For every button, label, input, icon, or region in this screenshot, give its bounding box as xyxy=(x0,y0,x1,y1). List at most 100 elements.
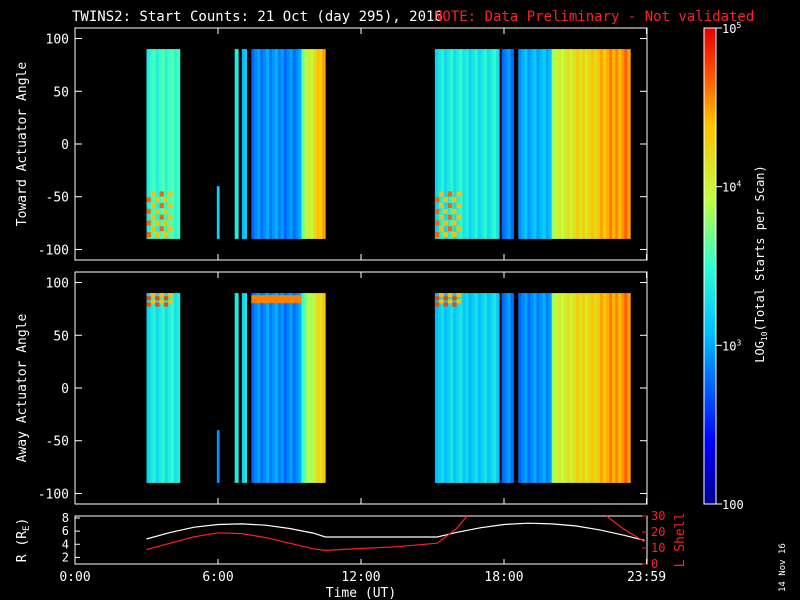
away-heatmap xyxy=(146,293,631,483)
away-pixel-column xyxy=(471,293,476,483)
lshell-series-line xyxy=(146,515,468,552)
away-pixel-column xyxy=(170,293,175,483)
toward-pixel-column xyxy=(627,49,631,239)
away-pixel-column xyxy=(566,293,571,483)
toward-y-tick-label: 0 xyxy=(61,138,69,153)
toward-pixel-column xyxy=(530,49,534,239)
toward-pixel-column xyxy=(456,49,460,239)
x-tick-label: 12:00 xyxy=(341,570,380,585)
toward-hot-pixel xyxy=(155,197,160,203)
generation-stamp: 14 Nov 16 xyxy=(778,543,788,592)
toward-pixel-column xyxy=(437,49,442,239)
away-pixel-column xyxy=(578,293,583,483)
away-pixel-column xyxy=(584,293,589,483)
toward-pixel-column xyxy=(474,49,479,239)
lshell-y-tick-label: 0 xyxy=(651,557,658,571)
toward-segment xyxy=(551,49,631,239)
toward-pixel-column xyxy=(277,49,282,239)
radius-label-main: R (R xyxy=(15,531,30,562)
away-pixel-column xyxy=(594,293,598,483)
away-pixel-column xyxy=(176,293,181,483)
away-pixel-column xyxy=(289,293,293,483)
away-segment xyxy=(216,430,220,483)
orbit-panel-frame xyxy=(74,515,648,565)
toward-segment xyxy=(251,49,302,239)
toward-pixel-column xyxy=(241,49,245,239)
away-pixel-column xyxy=(554,293,559,483)
toward-y-label: Toward Actuator Angle xyxy=(15,62,30,227)
away-pixel-column xyxy=(456,293,460,483)
away-pixel-column xyxy=(507,293,511,483)
away-panel: 100 50 0 -50 -100 Away Actuator Angle xyxy=(15,271,648,505)
away-pixel-column xyxy=(536,293,540,483)
away-pixel-column xyxy=(269,293,273,483)
toward-pixel-column xyxy=(176,49,181,239)
toward-hot-pixel xyxy=(150,214,156,220)
toward-pixel-column xyxy=(533,49,537,239)
toward-pixel-column xyxy=(266,49,270,239)
x-tick-label: 0:00 xyxy=(59,570,90,585)
toward-pixel-column xyxy=(155,49,160,239)
away-pixel-column xyxy=(322,293,326,483)
toward-heatmap xyxy=(146,49,631,239)
away-pixel-column xyxy=(609,293,613,483)
away-pixel-column xyxy=(548,293,553,483)
toward-hot-pixel xyxy=(434,197,440,203)
toward-hot-pixel xyxy=(163,232,169,238)
colorbar-gradient xyxy=(704,28,716,504)
away-pixel-column xyxy=(263,293,267,483)
toward-hot-pixel xyxy=(146,220,151,226)
away-hot-pixel xyxy=(163,296,169,301)
away-hot-pixel xyxy=(439,299,444,304)
toward-hot-pixel xyxy=(452,208,457,214)
colorbar-tick-exp: 4 xyxy=(736,180,741,189)
away-y-tick-label: -100 xyxy=(38,487,69,502)
away-pixel-column xyxy=(286,293,291,483)
toward-pixel-column xyxy=(606,49,610,239)
away-pixel-column xyxy=(618,293,622,483)
away-pixel-column xyxy=(266,293,270,483)
toward-hot-pixel xyxy=(452,220,457,226)
away-hot-pixel xyxy=(163,302,169,307)
x-axis-label: Time (UT) xyxy=(326,586,396,600)
away-pixel-column xyxy=(459,293,463,483)
toward-hot-pixel xyxy=(168,226,173,232)
toward-hot-pixel xyxy=(439,214,444,220)
away-pixel-column xyxy=(518,293,522,483)
away-pixel-column xyxy=(313,293,317,483)
away-pixel-column xyxy=(621,293,625,483)
away-pixel-column xyxy=(298,293,302,483)
away-pixel-column xyxy=(441,293,445,483)
away-pixel-column xyxy=(164,293,169,483)
toward-pixel-column xyxy=(244,49,247,239)
toward-hot-pixel xyxy=(447,203,453,209)
toward-segment xyxy=(434,49,500,239)
toward-pixel-column xyxy=(521,49,525,239)
lshell-y-tick-label: 30 xyxy=(651,509,665,523)
toward-pixel-column xyxy=(551,49,556,239)
away-pixel-column xyxy=(545,293,550,483)
away-pixel-column xyxy=(597,293,601,483)
away-pixel-column xyxy=(542,293,546,483)
colorbar-tick-label: 103 xyxy=(722,338,741,353)
toward-segment xyxy=(241,49,247,239)
away-y-tick-label: 100 xyxy=(46,277,69,292)
toward-pixel-column xyxy=(271,49,276,239)
away-pixel-column xyxy=(474,293,479,483)
toward-pixel-column xyxy=(584,49,589,239)
away-pixel-column xyxy=(260,293,264,483)
toward-y-ticks: 100 50 0 -50 -100 xyxy=(38,28,648,260)
toward-hot-pixel xyxy=(168,214,173,220)
toward-hot-pixel xyxy=(434,208,440,214)
lshell-series-line-2 xyxy=(606,515,645,543)
toward-pixel-column xyxy=(170,49,175,239)
toward-hot-pixel xyxy=(452,232,457,238)
away-hot-pixel xyxy=(434,296,440,301)
toward-hot-pixel xyxy=(150,191,156,197)
colorbar-tick-base: 10 xyxy=(722,22,736,36)
x-tick-label: 18:00 xyxy=(484,570,523,585)
toward-segment xyxy=(216,186,220,239)
